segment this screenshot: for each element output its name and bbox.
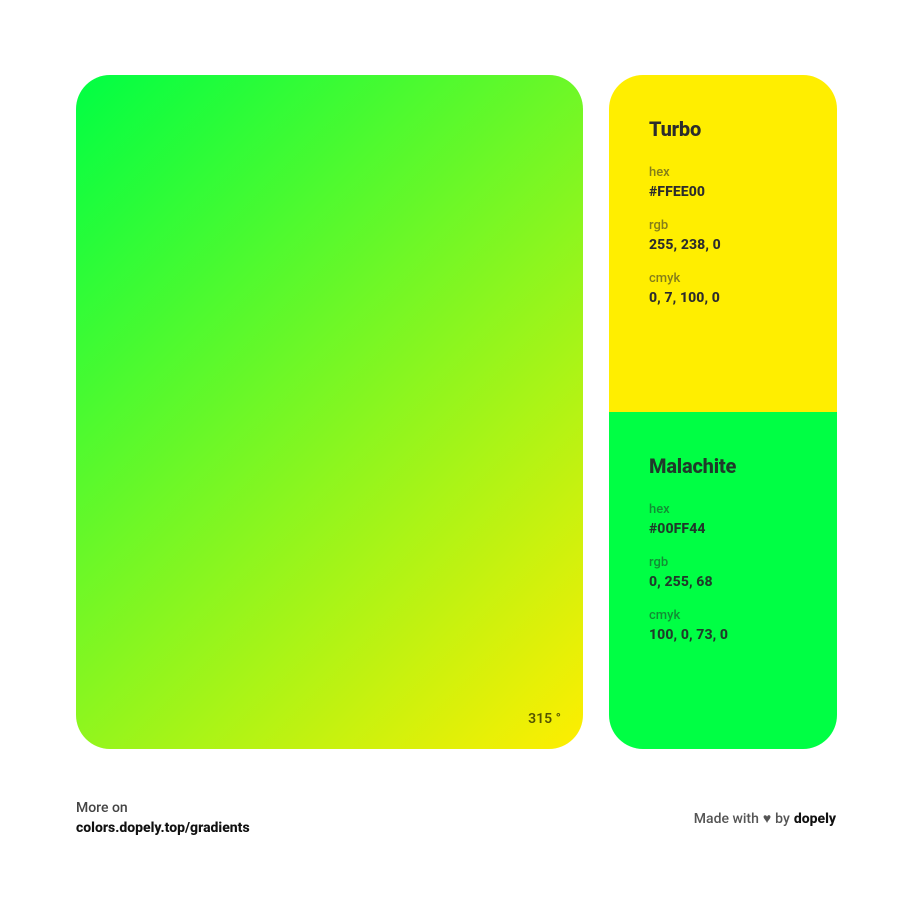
- cmyk-value: 100, 0, 73, 0: [649, 627, 797, 643]
- gradient-angle-label: 315 °: [528, 711, 561, 727]
- swatch-column: Turbo hex #FFEE00 rgb 255, 238, 0 cmyk 0…: [609, 75, 837, 749]
- source-url: colors.dopely.top/gradients: [76, 820, 250, 836]
- color-swatch-malachite: Malachite hex #00FF44 rgb 0, 255, 68 cmy…: [609, 412, 837, 749]
- by-label: by: [775, 811, 790, 827]
- footer-right: Made with ♥ by dopely: [694, 810, 836, 827]
- hex-value: #00FF44: [649, 521, 797, 537]
- hex-label: hex: [649, 165, 797, 180]
- made-with-label: Made with: [694, 811, 759, 827]
- rgb-value: 0, 255, 68: [649, 574, 797, 590]
- brand-name: dopely: [794, 811, 836, 827]
- footer-left: More on colors.dopely.top/gradients: [76, 800, 250, 836]
- cmyk-value: 0, 7, 100, 0: [649, 290, 797, 306]
- more-on-label: More on: [76, 800, 250, 816]
- color-name: Malachite: [649, 454, 797, 478]
- hex-value: #FFEE00: [649, 184, 797, 200]
- hex-label: hex: [649, 502, 797, 517]
- gradient-swatch: 315 °: [76, 75, 583, 749]
- footer: More on colors.dopely.top/gradients Made…: [76, 800, 836, 836]
- color-swatch-turbo: Turbo hex #FFEE00 rgb 255, 238, 0 cmyk 0…: [609, 75, 837, 412]
- color-name: Turbo: [649, 117, 797, 141]
- cmyk-label: cmyk: [649, 271, 797, 286]
- cmyk-label: cmyk: [649, 608, 797, 623]
- heart-icon: ♥: [763, 810, 771, 827]
- rgb-label: rgb: [649, 218, 797, 233]
- rgb-label: rgb: [649, 555, 797, 570]
- rgb-value: 255, 238, 0: [649, 237, 797, 253]
